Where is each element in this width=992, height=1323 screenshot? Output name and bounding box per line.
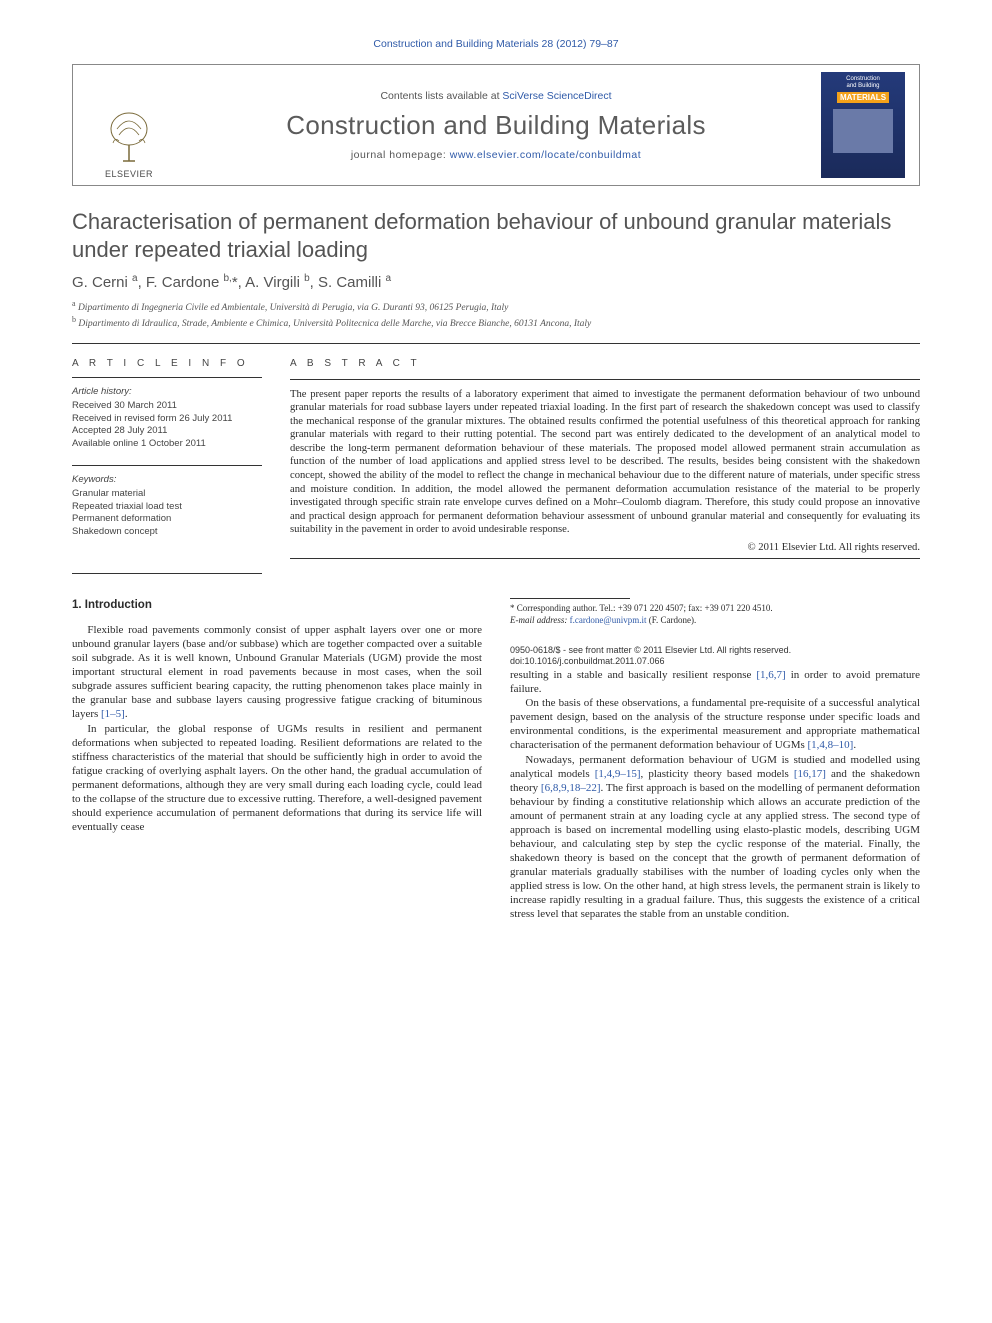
history-revised: Received in revised form 26 July 2011: [72, 413, 262, 426]
body-paragraph: On the basis of these observations, a fu…: [510, 696, 920, 752]
journal-name: Construction and Building Materials: [286, 110, 706, 141]
citation-link[interactable]: [1,4,8–10]: [808, 739, 854, 751]
history-accepted: Accepted 28 July 2011: [72, 425, 262, 438]
keyword: Permanent deformation: [72, 513, 262, 526]
journal-header: ELSEVIER Contents lists available at Sci…: [72, 64, 920, 186]
corresponding-author-footnote: * Corresponding author. Tel.: +39 071 22…: [510, 603, 920, 626]
keyword: Repeated triaxial load test: [72, 501, 262, 514]
journal-homepage: journal homepage: www.elsevier.com/locat…: [351, 149, 641, 161]
front-matter: 0950-0618/$ - see front matter © 2011 El…: [510, 645, 920, 668]
journal-cover-thumb: Construction and Building MATERIALS: [821, 72, 905, 178]
body-paragraph: resulting in a stable and basically resi…: [510, 668, 920, 696]
contents-available: Contents lists available at SciVerse Sci…: [380, 90, 611, 102]
citation-link[interactable]: [1–5]: [101, 708, 125, 720]
article-info-column: A R T I C L E I N F O Article history: R…: [72, 344, 280, 573]
elsevier-tree-icon: [99, 107, 159, 167]
authors: G. Cerni a, F. Cardone b,*, A. Virgili b…: [72, 273, 920, 291]
citation-link[interactable]: [1,6,7]: [756, 669, 785, 681]
abstract-heading: A B S T R A C T: [290, 358, 920, 371]
history-received: Received 30 March 2011: [72, 400, 262, 413]
keyword: Granular material: [72, 488, 262, 501]
citation-link[interactable]: [6,8,9,18–22]: [541, 782, 601, 794]
publisher-logo-box: ELSEVIER: [73, 65, 185, 185]
body-paragraph: In particular, the global response of UG…: [72, 722, 482, 835]
citation-link[interactable]: [1,4,9–15]: [595, 768, 641, 780]
keyword: Shakedown concept: [72, 526, 262, 539]
body-paragraph: Nowadays, permanent deformation behaviou…: [510, 753, 920, 922]
article-title: Characterisation of permanent deformatio…: [72, 208, 920, 263]
history-online: Available online 1 October 2011: [72, 438, 262, 451]
keywords-label: Keywords:: [72, 474, 262, 487]
running-head: Construction and Building Materials 28 (…: [72, 38, 920, 50]
abstract-copyright: © 2011 Elsevier Ltd. All rights reserved…: [290, 541, 920, 555]
homepage-url[interactable]: www.elsevier.com/locate/conbuildmat: [450, 149, 641, 161]
abstract-text: The present paper reports the results of…: [290, 388, 920, 537]
abstract-column: A B S T R A C T The present paper report…: [280, 344, 920, 573]
citation-link[interactable]: [16,17]: [794, 768, 826, 780]
affiliations: a Dipartimento di Ingegneria Civile ed A…: [72, 299, 920, 331]
history-label: Article history:: [72, 386, 262, 399]
publisher-word: ELSEVIER: [105, 169, 153, 179]
article-info-heading: A R T I C L E I N F O: [72, 358, 262, 369]
email-link[interactable]: f.cardone@univpm.it: [570, 615, 647, 625]
section-heading-intro: 1. Introduction: [72, 598, 482, 613]
sciencedirect-link[interactable]: SciVerse ScienceDirect: [502, 90, 611, 102]
body-paragraph: Flexible road pavements commonly consist…: [72, 623, 482, 722]
article-body: 1. Introduction Flexible road pavements …: [72, 598, 920, 921]
